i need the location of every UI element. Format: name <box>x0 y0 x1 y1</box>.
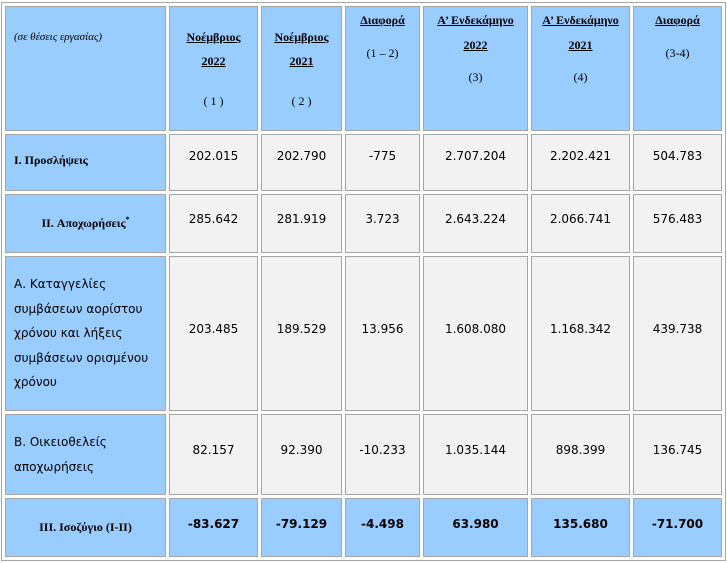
col-header-ref: ( 2 ) <box>291 94 312 108</box>
col-header-title: Α’ Ενδεκάμηνο <box>542 13 619 27</box>
row-label-text: II. Αποχωρήσεις* <box>41 216 129 231</box>
departures-nov-diff-value: 3.723 <box>345 194 420 253</box>
col-header-year: 2021 <box>568 38 593 52</box>
departures-nov-2021-value: 281.919 <box>261 194 342 253</box>
hires-nov-2021-value: 202.790 <box>261 134 342 191</box>
dismissals-11m-diff-value: 439.738 <box>633 256 722 411</box>
hires-11m-diff-value: 504.783 <box>633 134 722 191</box>
col-header-nov-2021: Νοέμβριος 2021 ( 2 ) <box>261 6 342 131</box>
col-header-title: Νοέμβριος <box>186 30 241 44</box>
unit-note-header-cell: (σε θέσεις εργασίας) <box>5 6 166 131</box>
voluntary-11m-2021-value: 898.399 <box>531 414 630 495</box>
dismissals-11m-2021-value: 1.168.342 <box>531 256 630 411</box>
hires-11m-2021-value: 2.202.421 <box>531 134 630 191</box>
dismissals-nov-diff-value: 13.956 <box>345 256 420 411</box>
row-label-text: Β. Οικειοθελείς αποχωρήσεις <box>14 435 107 474</box>
row-label-departures: II. Αποχωρήσεις* <box>5 194 166 253</box>
col-header-title: Διαφορά <box>655 13 700 27</box>
voluntary-nov-2022-value: 82.157 <box>169 414 258 495</box>
hires-nov-2022-value: 202.015 <box>169 134 258 191</box>
col-header-ref: (3-4) <box>665 46 690 60</box>
departures-nov-2022-value: 285.642 <box>169 194 258 253</box>
balance-11m-diff-value: -71.700 <box>633 498 722 557</box>
col-header-11m-diff: Διαφορά (3-4) <box>633 6 722 131</box>
col-header-ref: ( 1 ) <box>203 94 224 108</box>
voluntary-nov-diff-value: -10.233 <box>345 414 420 495</box>
row-label-text: Α. Καταγγελίες συμβάσεων αορίστου χρόνου… <box>14 277 149 390</box>
balance-nov-2021-value: -79.129 <box>261 498 342 557</box>
footnote-mark: * <box>125 215 130 224</box>
col-header-title: Νοέμβριος <box>274 30 329 44</box>
row-label-balance: III. Ισοζύγιο (I-II) <box>5 498 166 557</box>
col-header-nov-diff: Διαφορά (1 – 2) <box>345 6 420 131</box>
balance-11m-2021-value: 135.680 <box>531 498 630 557</box>
col-header-year: 2022 <box>463 38 488 52</box>
departures-11m-2022-value: 2.643.224 <box>423 194 528 253</box>
col-header-11m-2021: Α’ Ενδεκάμηνο 2021 (4) <box>531 6 630 131</box>
col-header-year: 2021 <box>289 54 314 68</box>
row-label-text: II. Αποχωρήσεις <box>41 216 126 230</box>
dismissals-nov-2021-value: 189.529 <box>261 256 342 411</box>
row-label-voluntary-departures: Β. Οικειοθελείς αποχωρήσεις <box>5 414 166 495</box>
voluntary-11m-diff-value: 136.745 <box>633 414 722 495</box>
col-header-ref: (3) <box>468 70 483 84</box>
dismissals-11m-2022-value: 1.608.080 <box>423 256 528 411</box>
unit-note: (σε θέσεις εργασίας) <box>14 31 103 43</box>
col-header-year: 2022 <box>201 54 226 68</box>
col-header-nov-2022: Νοέμβριος 2022 ( 1 ) <box>169 6 258 131</box>
row-label-dismissals-expirations: Α. Καταγγελίες συμβάσεων αορίστου χρόνου… <box>5 256 166 411</box>
col-header-11m-2022: Α’ Ενδεκάμηνο 2022 (3) <box>423 6 528 131</box>
dismissals-nov-2022-value: 203.485 <box>169 256 258 411</box>
col-header-title: Διαφορά <box>360 13 405 27</box>
departures-11m-diff-value: 576.483 <box>633 194 722 253</box>
col-header-title: Α’ Ενδεκάμηνο <box>437 13 514 27</box>
row-label-hires: I. Προσλήψεις <box>5 134 166 191</box>
balance-11m-2022-value: 63.980 <box>423 498 528 557</box>
balance-nov-2022-value: -83.627 <box>169 498 258 557</box>
col-header-ref: (1 – 2) <box>366 46 399 60</box>
col-header-ref: (4) <box>573 70 588 84</box>
balance-nov-diff-value: -4.498 <box>345 498 420 557</box>
row-label-text: I. Προσλήψεις <box>14 153 88 167</box>
hires-11m-2022-value: 2.707.204 <box>423 134 528 191</box>
voluntary-nov-2021-value: 92.390 <box>261 414 342 495</box>
row-label-text: III. Ισοζύγιο (I-II) <box>39 520 132 534</box>
departures-11m-2021-value: 2.066.741 <box>531 194 630 253</box>
voluntary-11m-2022-value: 1.035.144 <box>423 414 528 495</box>
hires-nov-diff-value: -775 <box>345 134 420 191</box>
